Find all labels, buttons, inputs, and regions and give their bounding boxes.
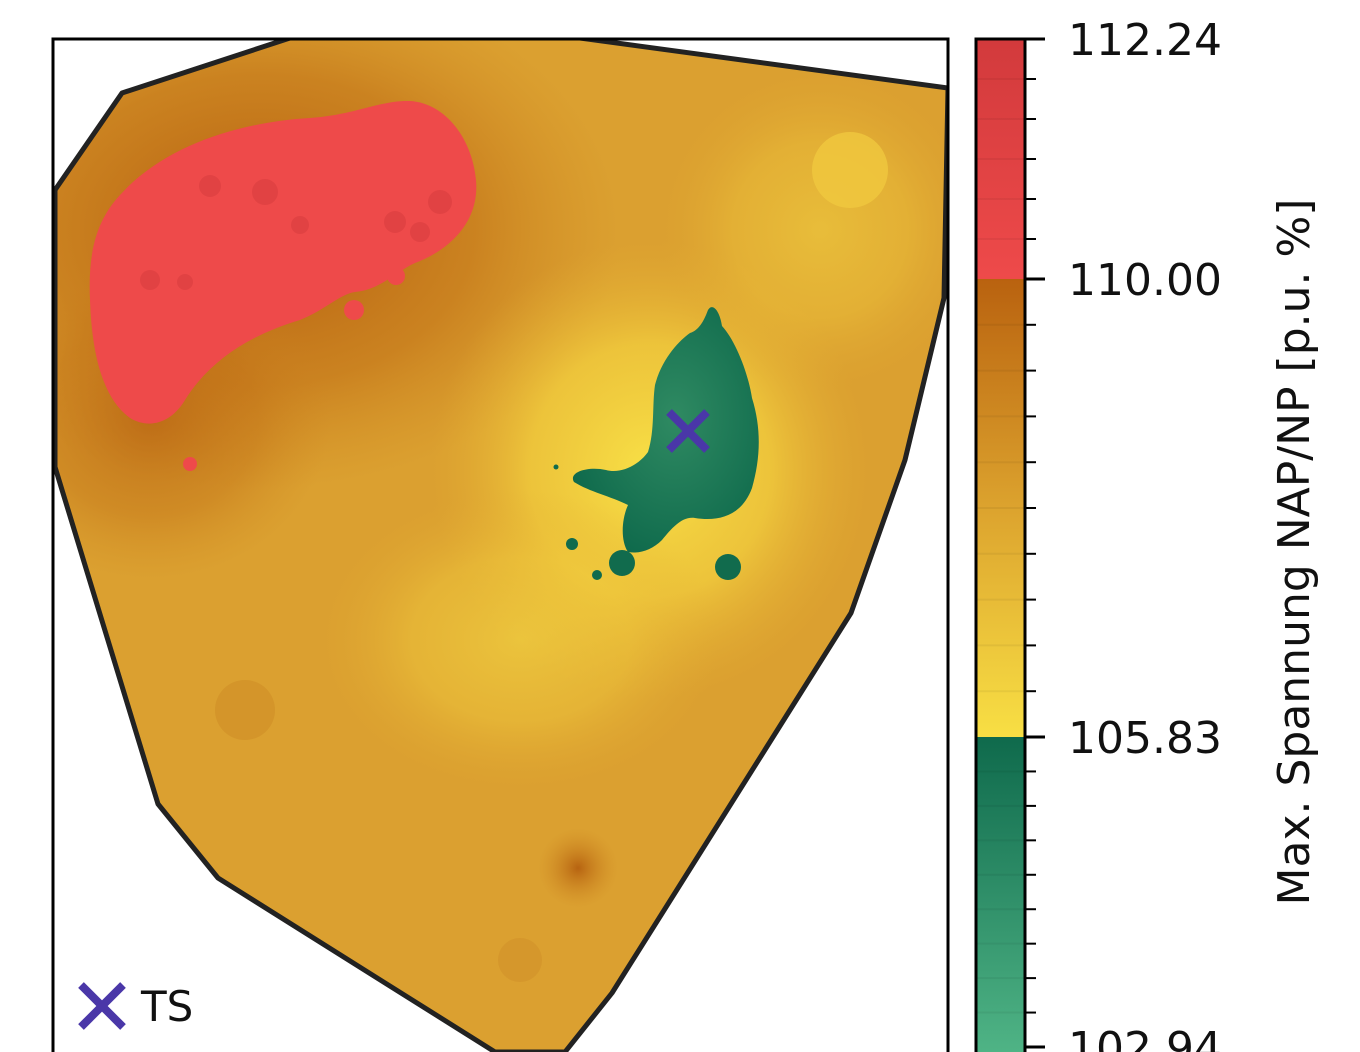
plot-area: TS bbox=[53, 39, 948, 1052]
overvoltage-zone bbox=[89, 100, 477, 471]
voltage-field bbox=[55, 39, 948, 1052]
colorbar-band-low bbox=[976, 737, 1025, 1052]
colorbar-tick-label: 110.00 bbox=[1068, 255, 1222, 306]
colorbar-tick-label: 102.94 bbox=[1068, 1023, 1222, 1052]
plot-frame bbox=[51, 37, 950, 1052]
colorbar-tick-label: 105.83 bbox=[1068, 713, 1222, 764]
legend: TS bbox=[78, 982, 193, 1031]
colorbar-ticks: 112.24 110.00 105.83 102.94 bbox=[1025, 15, 1222, 1052]
colorbar-steps bbox=[977, 78, 1024, 1014]
normal-zone bbox=[553, 307, 759, 580]
colorbar-band-mid bbox=[976, 279, 1025, 737]
colorbar: 112.24 110.00 105.83 102.94 Max. Spannung N… bbox=[974, 15, 1320, 1052]
legend-label: TS bbox=[140, 982, 193, 1031]
colorbar-band-high bbox=[976, 39, 1025, 279]
legend-marker-x-icon bbox=[78, 982, 126, 1030]
station-marker bbox=[666, 409, 710, 453]
colorbar-label: Max. Spannung NAP/NP [p.u. %] bbox=[1269, 199, 1320, 906]
colorbar-tick-label: 112.24 bbox=[1068, 15, 1222, 66]
area-boundary bbox=[53, 39, 948, 1052]
